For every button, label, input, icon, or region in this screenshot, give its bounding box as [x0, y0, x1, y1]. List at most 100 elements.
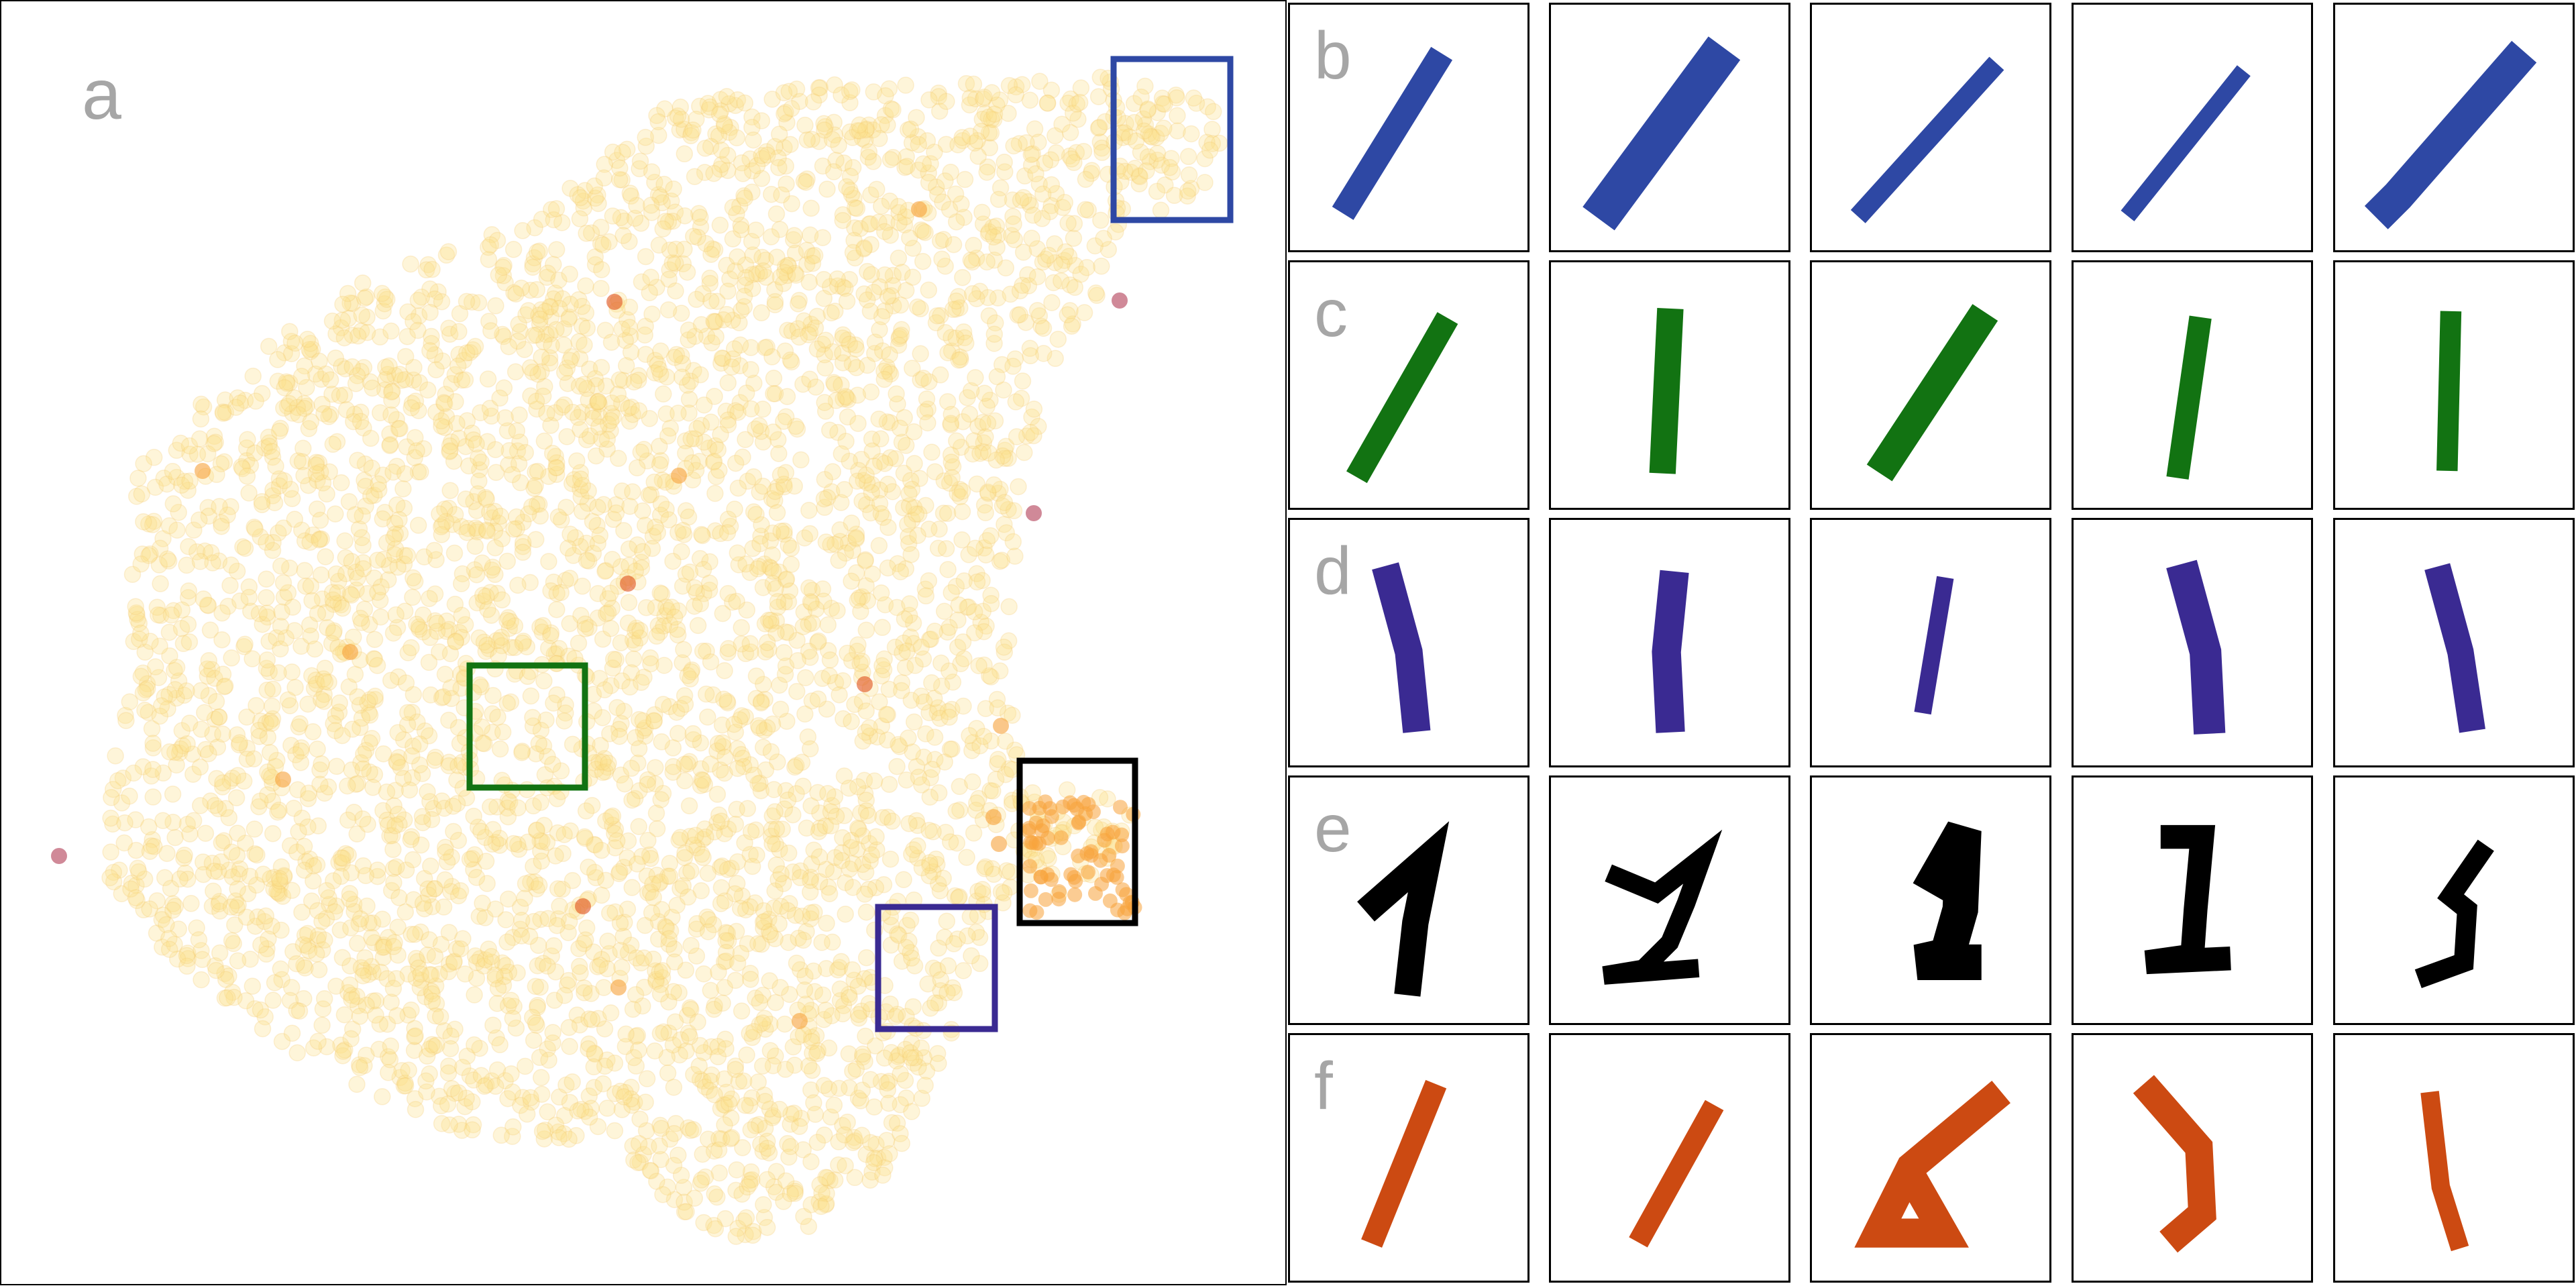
scatter-point	[181, 825, 199, 843]
scatter-point	[594, 236, 612, 254]
scatter-point	[585, 1058, 602, 1076]
scatter-point	[719, 374, 737, 392]
scatter-point	[431, 505, 448, 523]
scatter-point	[932, 307, 949, 325]
scatter-point	[343, 586, 360, 604]
scatter-point	[458, 523, 476, 541]
scatter-point	[806, 1106, 824, 1123]
sample-cell-c-3	[1810, 260, 2051, 510]
scatter-point	[368, 657, 386, 674]
scatter-point	[550, 1129, 568, 1146]
scatter-point	[745, 766, 763, 784]
scatter-point	[466, 986, 483, 1004]
scatter-point	[178, 735, 196, 753]
scatter-point	[1141, 153, 1159, 170]
scatter-point	[1071, 848, 1086, 863]
scatter-point	[394, 480, 412, 498]
scatter-point	[969, 417, 987, 435]
scatter-point	[1152, 201, 1170, 219]
scatter-point	[938, 93, 955, 110]
scatter-point	[378, 783, 396, 801]
scatter-point	[789, 652, 807, 669]
scatter-point	[776, 1015, 794, 1033]
scatter-point	[1004, 533, 1022, 551]
scatter-point	[219, 989, 236, 1007]
scatter-point	[771, 1100, 788, 1118]
scatter-point	[572, 1101, 590, 1118]
scatter-point	[263, 443, 281, 460]
scatter-point	[258, 651, 276, 669]
scatter-point	[1028, 302, 1046, 319]
scatter-point	[129, 470, 147, 487]
scatter-point	[786, 227, 803, 244]
scatter-point	[767, 1047, 784, 1065]
scatter-point	[269, 351, 286, 368]
scatter-point	[875, 223, 894, 240]
scatter-point	[466, 337, 484, 356]
scatter-point	[1139, 100, 1157, 118]
scatter-point	[634, 712, 652, 730]
scatter-point	[516, 890, 533, 907]
digit-sample	[2364, 40, 2537, 229]
scatter-point	[144, 830, 161, 849]
scatter-point	[437, 386, 454, 403]
scatter-point	[258, 604, 276, 622]
scatter-point	[1057, 243, 1075, 261]
scatter-point	[908, 298, 926, 316]
scatter-point	[282, 737, 300, 754]
scatter-point	[806, 903, 823, 921]
scatter-point	[893, 682, 910, 700]
scatter-point	[764, 562, 782, 580]
digit-stroke	[1850, 56, 2004, 223]
scatter-point	[333, 358, 350, 375]
scatter-point	[912, 221, 930, 239]
scatter-point	[952, 438, 970, 456]
scatter-point	[541, 298, 559, 316]
scatter-point	[747, 1117, 765, 1134]
scatter-point	[555, 712, 573, 730]
scatter-point	[996, 154, 1013, 171]
scatter-point	[264, 680, 282, 698]
scatter-point	[766, 292, 784, 311]
scatter-point	[837, 905, 854, 923]
scatter-point	[539, 1040, 556, 1058]
scatter-point	[909, 837, 926, 855]
scatter-point	[777, 1061, 794, 1078]
scatter-point	[1093, 258, 1110, 275]
scatter-point	[865, 458, 883, 475]
scatter-point	[814, 986, 832, 1004]
scatter-point	[127, 889, 145, 906]
scatter-point	[965, 237, 982, 254]
scatter-point	[1044, 809, 1059, 824]
scatter-point	[576, 828, 594, 846]
scatter-point	[883, 483, 902, 500]
scatter-point	[343, 1020, 362, 1038]
scatter-point	[621, 319, 639, 336]
scatter-point	[843, 355, 861, 373]
scatter-point	[302, 577, 320, 595]
scatter-point	[808, 1044, 826, 1063]
scatter-point	[300, 942, 318, 959]
scatter-point	[382, 1037, 400, 1055]
scatter-point	[275, 472, 293, 490]
scatter-point	[985, 476, 1003, 494]
scatter-point	[389, 668, 407, 686]
scatter-point	[548, 600, 566, 619]
scatter-point	[531, 242, 548, 260]
scatter-point	[488, 995, 506, 1012]
scatter-point	[251, 792, 269, 810]
scatter-point	[870, 410, 888, 428]
scatter-point	[996, 441, 1014, 460]
scatter-point	[830, 1079, 848, 1097]
scatter-point	[711, 216, 729, 234]
sample-cell-b-3	[1810, 3, 2051, 252]
scatter-point	[898, 1089, 915, 1107]
scatter-point	[276, 379, 293, 396]
scatter-point	[405, 1042, 423, 1059]
scatter-point	[881, 850, 900, 868]
scatter-point	[676, 145, 694, 163]
scatter-point	[388, 858, 405, 875]
scatter-point	[433, 517, 451, 534]
scatter-point	[472, 822, 490, 840]
sample-cell-c-2	[1549, 260, 1790, 510]
